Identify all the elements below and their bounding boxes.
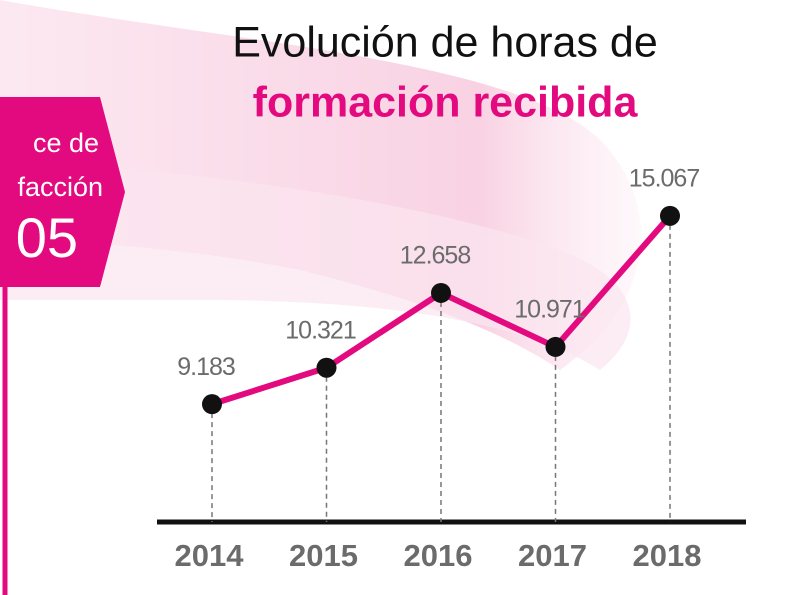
data-label: 9.183 xyxy=(177,353,235,381)
chart-title: Evolución de horas de xyxy=(232,18,658,66)
data-point xyxy=(660,206,680,226)
x-tick-label: 2014 xyxy=(175,538,245,573)
x-tick-label: 2018 xyxy=(633,538,702,573)
data-label: 10.321 xyxy=(285,316,356,344)
data-point xyxy=(431,283,451,303)
page: {"chart_data": {"type": "line", "title":… xyxy=(0,0,795,595)
data-point xyxy=(202,394,222,414)
chart-subtitle: formación recibida xyxy=(253,78,639,126)
chart: ce de facción 05 Evolución de horas de f… xyxy=(0,0,795,595)
data-label: 12.658 xyxy=(400,242,471,270)
data-point xyxy=(546,337,566,357)
badge-text: ce de xyxy=(33,128,99,158)
data-label: 15.067 xyxy=(629,164,700,192)
x-tick-label: 2015 xyxy=(289,538,358,573)
data-label: 10.971 xyxy=(514,296,585,324)
x-tick-label: 2016 xyxy=(404,538,473,573)
x-tick-label: 2017 xyxy=(518,538,587,573)
badge-text: facción xyxy=(17,172,103,202)
data-point xyxy=(317,358,337,378)
badge-value: 05 xyxy=(16,206,78,269)
